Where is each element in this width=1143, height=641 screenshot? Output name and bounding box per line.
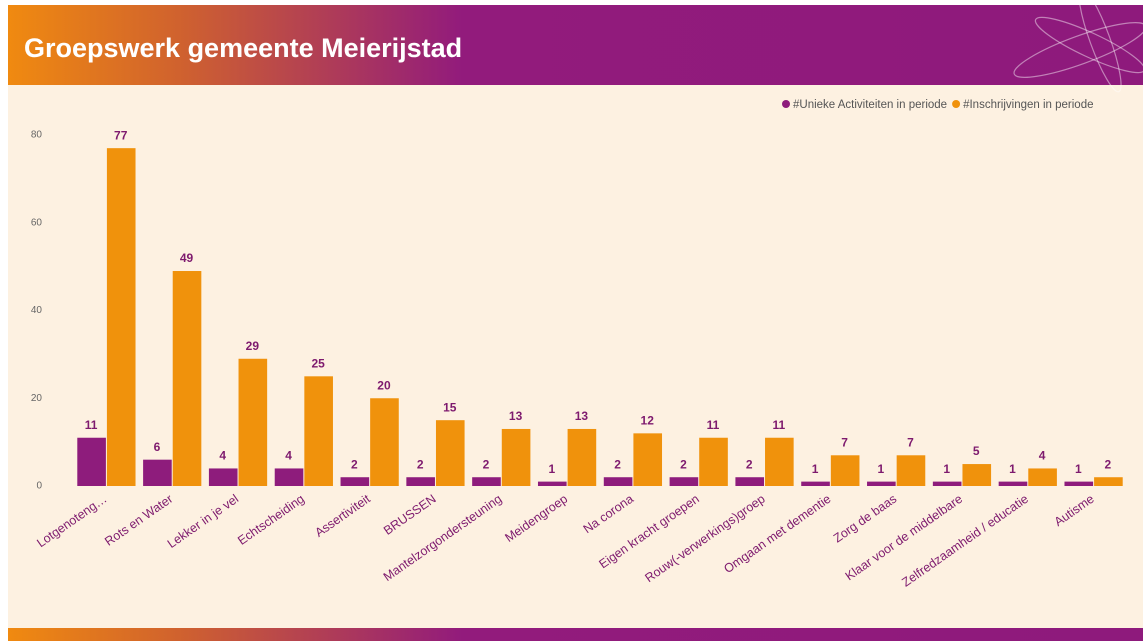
- data-label: 2: [614, 457, 621, 471]
- bar: [896, 455, 926, 486]
- data-label: 1: [878, 462, 885, 476]
- bar: [208, 468, 238, 486]
- footer-stripe: [8, 628, 1143, 641]
- data-label: 20: [377, 378, 391, 392]
- data-label: 7: [907, 435, 914, 449]
- bar: [765, 437, 794, 486]
- legend-marker: [782, 100, 790, 108]
- data-label: 11: [85, 418, 98, 432]
- data-label: 5: [973, 444, 980, 458]
- header-banner: [8, 5, 1143, 85]
- legend-label: #Unieke Activiteiten in periode: [793, 99, 947, 111]
- data-label: 4: [285, 449, 292, 463]
- data-label: 13: [509, 409, 523, 423]
- data-label: 1: [1075, 462, 1082, 476]
- data-label: 6: [154, 440, 161, 454]
- bar: [1028, 468, 1057, 486]
- bar: [603, 477, 633, 486]
- data-label: 11: [707, 418, 720, 432]
- data-label: 11: [772, 418, 785, 432]
- data-label: 1: [548, 462, 555, 476]
- bar: [932, 481, 962, 486]
- bar: [274, 468, 304, 486]
- data-label: 4: [219, 449, 226, 463]
- data-label: 29: [246, 339, 260, 353]
- bar: [735, 477, 765, 486]
- bar: [867, 481, 896, 486]
- data-label: 2: [1105, 457, 1112, 471]
- data-label: 13: [575, 409, 589, 423]
- bar: [172, 271, 202, 486]
- bar: [143, 459, 172, 486]
- data-label: 1: [1009, 462, 1016, 476]
- bar: [699, 437, 728, 486]
- bar: [340, 477, 370, 486]
- decoration: [1013, 0, 1143, 93]
- data-label: 2: [417, 457, 424, 471]
- bar: [435, 420, 465, 486]
- page-title: Groepswerk gemeente Meierijstad: [24, 33, 462, 63]
- bar: [406, 477, 435, 486]
- bar: [537, 481, 567, 486]
- data-label: 7: [841, 435, 848, 449]
- bar: [106, 148, 136, 486]
- bar: [304, 376, 333, 486]
- legend-label: #Inschrijvingen in periode: [963, 99, 1093, 111]
- data-label: 12: [641, 414, 655, 428]
- data-label: 4: [1039, 449, 1046, 463]
- data-label: 2: [680, 457, 687, 471]
- data-label: 77: [114, 128, 128, 142]
- bar: [1064, 481, 1094, 486]
- bar: [801, 481, 830, 486]
- y-tick-label: 20: [31, 393, 43, 404]
- bar: [669, 477, 699, 486]
- bar: [1094, 477, 1123, 486]
- bar: [830, 455, 860, 486]
- bar: [238, 358, 268, 486]
- bar: [370, 398, 399, 486]
- data-label: 15: [443, 400, 457, 414]
- y-tick-label: 40: [31, 305, 43, 316]
- y-tick-label: 80: [31, 130, 43, 141]
- data-label: 1: [812, 462, 819, 476]
- y-tick-label: 0: [36, 481, 42, 492]
- data-label: 25: [311, 356, 325, 370]
- bar: [472, 477, 501, 486]
- data-label: 2: [483, 457, 490, 471]
- legend-marker: [952, 100, 961, 108]
- bar: [633, 433, 663, 486]
- data-label: 2: [351, 457, 358, 471]
- data-label: 1: [943, 462, 950, 476]
- data-label: 2: [746, 457, 753, 471]
- bar: [77, 437, 106, 486]
- data-label: 49: [180, 251, 194, 265]
- bar: [501, 428, 531, 486]
- bar: [998, 481, 1028, 486]
- bar: [567, 428, 597, 486]
- bar: [962, 464, 992, 486]
- y-tick-label: 60: [31, 217, 43, 228]
